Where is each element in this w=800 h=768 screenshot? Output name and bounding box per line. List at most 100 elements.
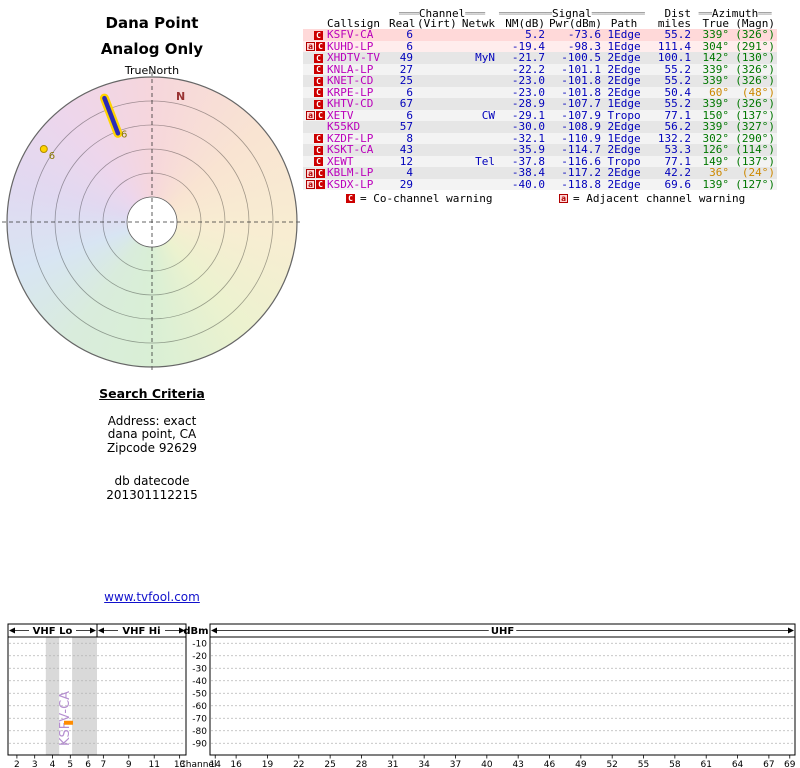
azimuth-group-header: ══Azimuth══ bbox=[693, 9, 777, 19]
noise-margin-db: 5.2 bbox=[525, 29, 546, 41]
distance-miles: 132.2 bbox=[657, 132, 692, 144]
power-dbm: -114.7 bbox=[561, 144, 602, 156]
channel-tick-label: 9 bbox=[126, 760, 132, 768]
station-row: C KNET-CD 25 -23.0 -101.8 2Edge 55.2 339° (326°) bbox=[303, 75, 778, 87]
dbm-tick-label: -60 bbox=[192, 702, 207, 712]
magnetic-north-marker: N bbox=[176, 90, 185, 103]
channel-virtual bbox=[415, 87, 455, 99]
channel-virtual bbox=[415, 64, 455, 76]
distance-miles: 77.1 bbox=[664, 109, 692, 121]
channel-real: 29 bbox=[399, 178, 413, 190]
distance-miles: 55.2 bbox=[664, 98, 692, 110]
warning-flags: C bbox=[303, 156, 325, 168]
channel-tick-label: 14 bbox=[209, 760, 221, 768]
search-zip-line: Zipcode 92629 bbox=[106, 440, 198, 455]
station-row: C XEWT 12 Tel -37.8 -116.6 Tropo 77.1 149° (137°) bbox=[303, 155, 778, 168]
distance-miles: 55.2 bbox=[664, 63, 692, 75]
left-arrow-icon bbox=[211, 627, 217, 634]
azimuth-true: 142° bbox=[702, 52, 730, 64]
power-dbm: -110.9 bbox=[561, 132, 602, 144]
noise-margin-db: -23.0 bbox=[511, 75, 546, 87]
distance-miles: 50.4 bbox=[664, 86, 692, 98]
signal-path: Tropo bbox=[607, 109, 641, 121]
adjacent-channel-warning-badge: a bbox=[559, 194, 568, 203]
station-spectrum-label: KSFV-CA bbox=[58, 691, 73, 746]
col-real: Real bbox=[389, 19, 415, 29]
noise-margin-db: -22.2 bbox=[511, 63, 546, 75]
channel-tick-label: 46 bbox=[544, 760, 556, 768]
warning-flags: C bbox=[303, 64, 325, 76]
co-channel-warning-badge: C bbox=[314, 157, 323, 166]
power-dbm: -100.5 bbox=[561, 52, 602, 64]
channel-tick-label: 34 bbox=[418, 760, 430, 768]
warning-legend: C = Co-channel warning a = Adjacent chan… bbox=[0, 192, 800, 206]
noise-margin-db: -21.7 bbox=[511, 52, 546, 64]
power-dbm: -108.9 bbox=[561, 121, 602, 133]
tvfool-link[interactable]: www.tvfool.com bbox=[104, 590, 200, 604]
co-channel-warning-badge: C bbox=[316, 42, 325, 51]
noise-margin-db: -35.9 bbox=[511, 144, 546, 156]
channel-virtual bbox=[415, 41, 455, 53]
azimuth-true: 302° bbox=[702, 132, 730, 144]
azimuth-magnetic: (48°) bbox=[741, 86, 776, 98]
distance-miles: 55.2 bbox=[664, 29, 692, 41]
station-row: a C XETV 6 CW -29.1 -107.9 Tropo 77.1 150° (137°) bbox=[303, 109, 778, 122]
channel-real: 12 bbox=[399, 155, 413, 167]
adjacent-channel-legend: a = Adjacent channel warning bbox=[558, 192, 745, 205]
channel-axis-label: Channel bbox=[180, 760, 217, 768]
channel-real: 6 bbox=[406, 40, 413, 52]
channel-tick-label: 69 bbox=[784, 760, 796, 768]
co-channel-warning-badge: C bbox=[314, 30, 323, 40]
signal-path: 2Edge bbox=[607, 121, 641, 133]
station-signal-marker bbox=[64, 720, 74, 725]
station-callsign: XEWT bbox=[327, 155, 354, 167]
station-callsign: KNET-CD bbox=[327, 75, 374, 87]
noise-margin-db: -40.0 bbox=[511, 178, 546, 190]
azimuth-true: 36° bbox=[709, 167, 730, 179]
channel-virtual bbox=[415, 133, 455, 145]
channel-marker-label: 6 bbox=[121, 129, 127, 140]
col-magn: (Magn) bbox=[735, 19, 776, 29]
channel-real: 57 bbox=[399, 121, 413, 133]
network bbox=[455, 167, 497, 179]
signal-path: 2Edge bbox=[607, 144, 641, 156]
search-city-line: dana point, CA bbox=[107, 427, 197, 441]
channel-tick-label: 16 bbox=[230, 760, 242, 768]
noise-margin-db: -23.0 bbox=[511, 86, 546, 98]
channel-tick-label: 49 bbox=[575, 760, 587, 768]
noise-margin-db: -28.9 bbox=[511, 98, 546, 110]
dbm-tick-label: -70 bbox=[192, 714, 207, 724]
analog-channel-band bbox=[45, 637, 60, 755]
network: MyN bbox=[475, 52, 496, 64]
co-channel-warning-badge: C bbox=[314, 53, 323, 63]
col-callsign: Callsign bbox=[327, 19, 380, 29]
col-netwk: Netwk bbox=[461, 19, 496, 29]
azimuth-magnetic: (137°) bbox=[735, 155, 776, 167]
col-nm: NM(dB) bbox=[505, 19, 546, 29]
channel-tick-label: 40 bbox=[481, 760, 493, 768]
signal-group-header: ════════Signal════════ bbox=[497, 9, 645, 19]
co-channel-warning-badge: C bbox=[314, 88, 323, 97]
station-row: C XHDTV-TV 49 MyN -21.7 -100.5 2Edge 100.1 142° (… bbox=[303, 52, 778, 64]
distance-miles: 77.1 bbox=[664, 155, 692, 167]
azimuth-magnetic: (326°) bbox=[735, 63, 776, 75]
channel-virtual bbox=[415, 167, 455, 179]
channel-real: 4 bbox=[406, 167, 413, 179]
power-dbm: -107.7 bbox=[561, 98, 602, 110]
network bbox=[455, 179, 497, 191]
network bbox=[455, 121, 497, 133]
warning-flags: C bbox=[303, 98, 325, 110]
dbm-tick-label: -90 bbox=[192, 739, 207, 749]
distance-miles: 100.1 bbox=[657, 52, 692, 64]
header-bars: ══ bbox=[758, 9, 772, 19]
signal-path: Tropo bbox=[607, 155, 641, 167]
col-virt: (Virt) bbox=[417, 19, 455, 29]
noise-margin-db: -32.1 bbox=[511, 132, 546, 144]
channel-real: 27 bbox=[399, 63, 413, 75]
signal-direction-dot bbox=[39, 145, 48, 154]
channel-marker-label: 6 bbox=[49, 151, 55, 162]
warning-flags: C bbox=[303, 52, 325, 64]
signal-path: 1Edge bbox=[607, 40, 641, 52]
channel-virtual bbox=[415, 110, 455, 122]
